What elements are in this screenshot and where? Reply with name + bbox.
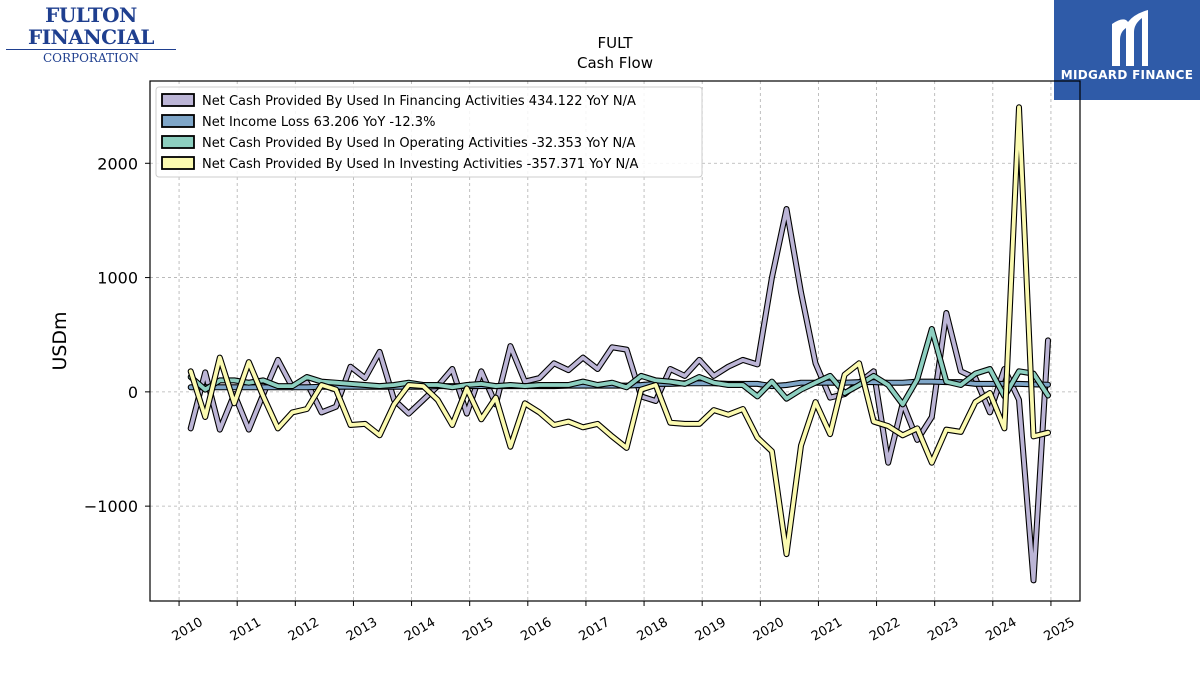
x-tick-label: 2016 xyxy=(518,615,554,645)
midgard-name: MIDGARD FINANCE xyxy=(1060,68,1194,82)
x-tick-label: 2023 xyxy=(925,615,961,645)
logo-line1: FULTON FINANCIAL xyxy=(28,3,155,49)
x-tick-label: 2021 xyxy=(809,615,845,645)
legend-label: Net Income Loss 63.206 YoY -12.3% xyxy=(202,115,435,130)
x-tick-label: 2017 xyxy=(576,615,612,645)
legend-label: Net Cash Provided By Used In Investing A… xyxy=(202,157,639,172)
legend-label: Net Cash Provided By Used In Financing A… xyxy=(202,94,636,109)
x-tick-label: 2014 xyxy=(402,615,438,645)
series-line-3 xyxy=(188,327,1050,407)
y-tick-label: 1000 xyxy=(97,269,138,288)
y-tick-label: −1000 xyxy=(84,497,138,516)
legend-swatch xyxy=(161,114,195,128)
series-line-1 xyxy=(188,207,1050,583)
y-tick-label: 0 xyxy=(128,383,138,402)
logo-line2: CORPORATION xyxy=(42,51,140,65)
legend-swatch xyxy=(161,135,195,149)
plot-frame xyxy=(149,80,1081,602)
midgard-mark-icon xyxy=(1112,10,1148,66)
y-tick-label: 2000 xyxy=(97,154,138,173)
x-tick-label: 2010 xyxy=(170,615,206,645)
x-tick-label: 2011 xyxy=(228,615,264,645)
x-tick-label: 2022 xyxy=(867,615,903,645)
x-tick-label: 2018 xyxy=(635,615,671,645)
x-tick-label: 2013 xyxy=(344,615,380,645)
chart-title: FULT xyxy=(597,34,633,52)
y-axis-label: USDm xyxy=(49,311,71,370)
legend-label: Net Cash Provided By Used In Operating A… xyxy=(202,136,636,151)
fulton-financial-logo: FULTON FINANCIAL CORPORATION xyxy=(6,4,176,65)
chart-subtitle: Cash Flow xyxy=(577,54,653,72)
legend-swatch xyxy=(161,93,195,107)
x-tick-label: 2025 xyxy=(1041,615,1077,645)
x-tick-label: 2015 xyxy=(460,615,496,645)
x-tick-label: 2019 xyxy=(693,615,729,645)
series-outline xyxy=(187,206,1051,584)
x-tick-label: 2020 xyxy=(751,615,787,645)
x-tick-label: 2012 xyxy=(286,615,322,645)
legend: Net Cash Provided By Used In Financing A… xyxy=(155,86,703,178)
x-tick-label: 2024 xyxy=(983,615,1019,645)
legend-box xyxy=(155,86,703,178)
series-lines xyxy=(187,104,1051,584)
midgard-finance-logo: MIDGARD FINANCE xyxy=(1054,0,1200,100)
logo-rule xyxy=(6,49,176,50)
legend-swatch xyxy=(161,156,195,170)
series-line-4 xyxy=(188,105,1050,556)
